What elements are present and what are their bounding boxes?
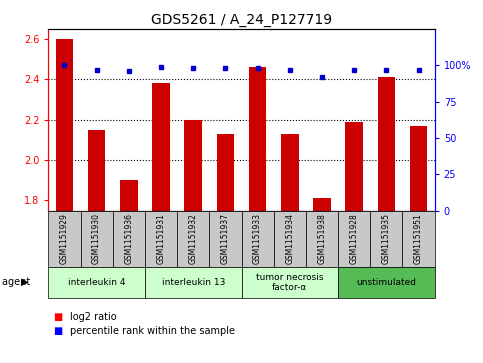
- Text: percentile rank within the sample: percentile rank within the sample: [70, 326, 235, 336]
- Text: ■: ■: [53, 326, 62, 336]
- Text: GSM1151933: GSM1151933: [253, 213, 262, 264]
- Bar: [152, 83, 170, 211]
- Text: unstimulated: unstimulated: [356, 278, 416, 287]
- Bar: [345, 122, 363, 211]
- Text: interleukin 13: interleukin 13: [161, 278, 225, 287]
- Text: GSM1151951: GSM1151951: [414, 213, 423, 264]
- Text: GSM1151929: GSM1151929: [60, 213, 69, 264]
- Text: agent: agent: [2, 277, 34, 287]
- Bar: [378, 77, 395, 211]
- Text: tumor necrosis
factor-α: tumor necrosis factor-α: [256, 273, 324, 292]
- Text: GSM1151931: GSM1151931: [156, 213, 166, 264]
- Bar: [185, 120, 202, 211]
- Bar: [120, 180, 138, 211]
- Text: ▶: ▶: [21, 277, 29, 287]
- Title: GDS5261 / A_24_P127719: GDS5261 / A_24_P127719: [151, 13, 332, 26]
- Text: log2 ratio: log2 ratio: [70, 311, 117, 322]
- Text: GSM1151930: GSM1151930: [92, 213, 101, 264]
- Bar: [281, 134, 298, 211]
- Text: GSM1151932: GSM1151932: [189, 213, 198, 264]
- Text: ■: ■: [53, 311, 62, 322]
- Bar: [88, 130, 105, 211]
- Bar: [249, 68, 267, 211]
- Text: interleukin 4: interleukin 4: [68, 278, 126, 287]
- Text: GSM1151937: GSM1151937: [221, 213, 230, 264]
- Text: GSM1151934: GSM1151934: [285, 213, 294, 264]
- Bar: [313, 199, 331, 211]
- Bar: [216, 134, 234, 211]
- Text: GSM1151935: GSM1151935: [382, 213, 391, 264]
- Bar: [56, 39, 73, 211]
- Text: GSM1151928: GSM1151928: [350, 213, 359, 264]
- Bar: [410, 126, 427, 211]
- Text: GSM1151936: GSM1151936: [124, 213, 133, 264]
- Text: GSM1151938: GSM1151938: [317, 213, 327, 264]
